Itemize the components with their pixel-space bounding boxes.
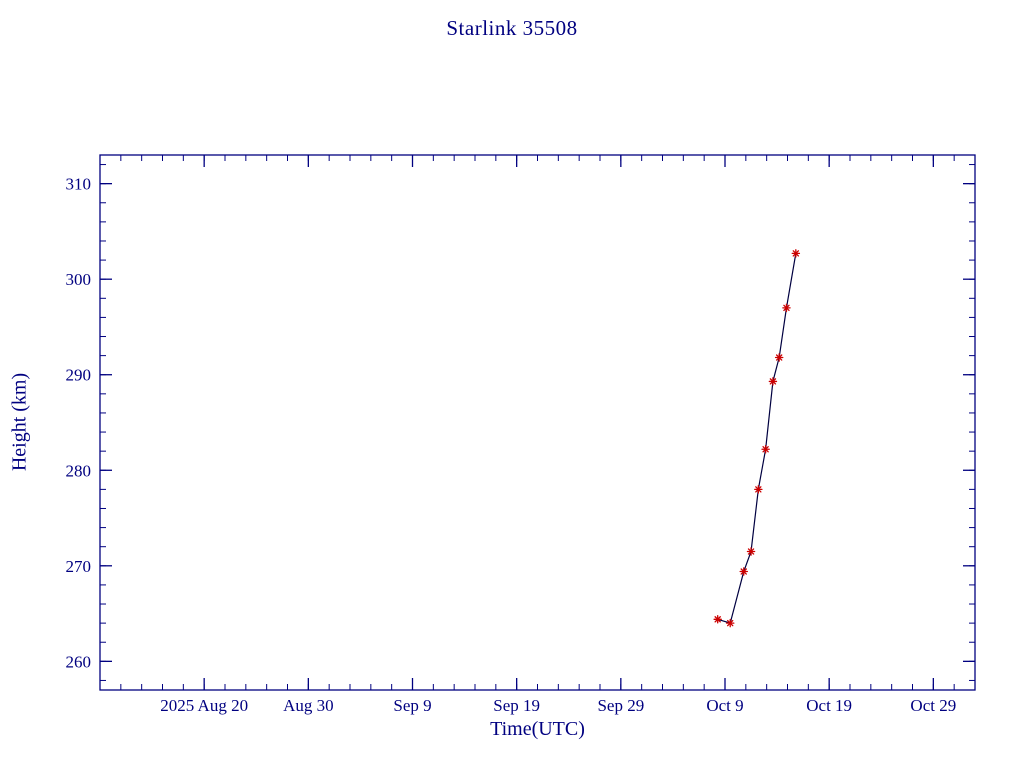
data-point-marker [762, 446, 769, 453]
data-point-marker [755, 486, 762, 493]
y-tick-label: 290 [66, 366, 92, 385]
data-point-marker [747, 548, 755, 555]
data-point-marker [792, 250, 800, 257]
data-point-marker [714, 616, 721, 623]
x-tick-label: Sep 9 [393, 696, 431, 715]
data-point-marker [775, 354, 783, 361]
x-tick-label: Sep 19 [493, 696, 540, 715]
y-tick-label: 270 [66, 557, 92, 576]
x-tick-label: Aug 30 [283, 696, 334, 715]
data-point-marker [740, 568, 747, 575]
y-tick-label: 280 [66, 461, 92, 480]
data-point-marker [727, 619, 734, 627]
data-point-marker [783, 304, 790, 312]
y-tick-label: 300 [66, 270, 92, 289]
x-tick-label: Oct 9 [706, 696, 743, 715]
series-line [717, 253, 797, 624]
x-tick-label: Sep 29 [597, 696, 644, 715]
chart-title: Starlink 35508 [446, 16, 578, 40]
x-tick-label: 2025 Aug 20 [160, 696, 248, 715]
x-tick-label: Oct 29 [910, 696, 956, 715]
y-tick-label: 260 [66, 652, 92, 671]
x-axis-label: Time(UTC) [490, 718, 585, 740]
y-tick-label: 310 [66, 175, 92, 194]
x-tick-label: Oct 19 [806, 696, 852, 715]
data-point-marker [769, 378, 777, 385]
plot-frame [99, 154, 976, 691]
